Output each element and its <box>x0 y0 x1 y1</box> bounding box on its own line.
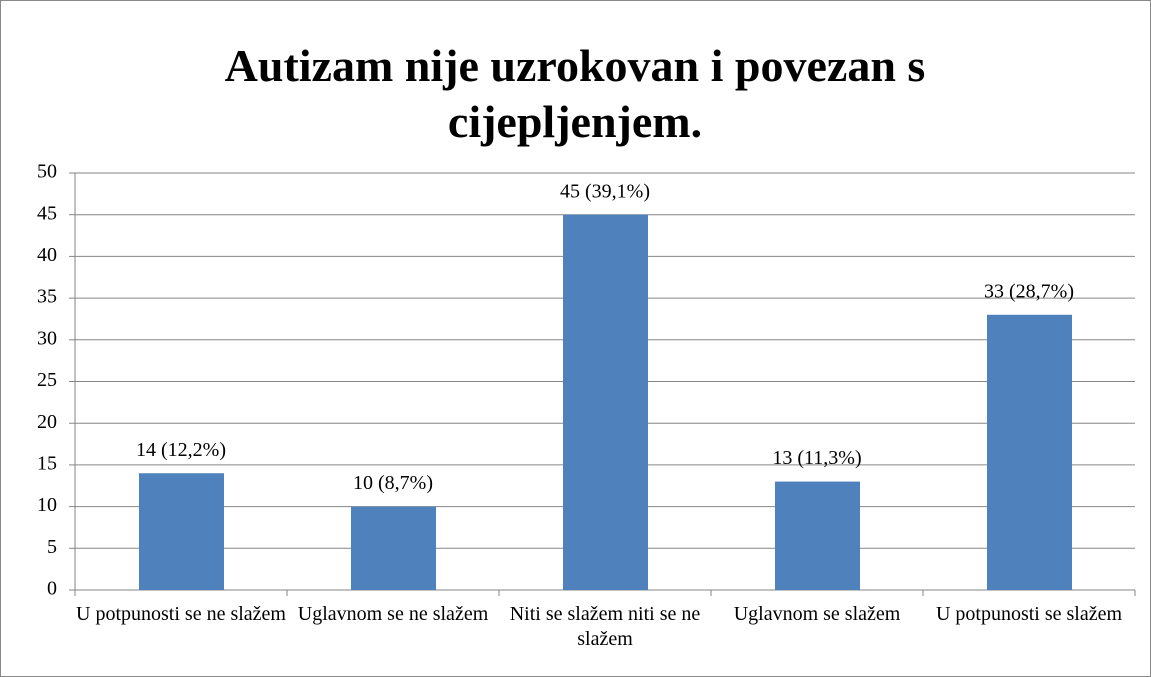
y-tick-label: 5 <box>47 536 57 558</box>
chart-title: Autizam nije uzrokovan i povezan s cijep… <box>224 40 926 147</box>
x-tick-label: Uglavnom se slažem <box>733 603 901 625</box>
y-tick-label: 30 <box>37 327 57 349</box>
data-label: 14 (12,2%) <box>136 439 226 461</box>
y-tick-label: 45 <box>37 202 57 224</box>
x-tick-label: Uglavnom se ne slažem <box>297 603 489 625</box>
bar <box>775 481 860 590</box>
y-tick-label: 20 <box>37 411 57 433</box>
y-tick-label: 35 <box>37 286 57 308</box>
data-label: 10 (8,7%) <box>353 472 433 494</box>
data-label: 33 (28,7%) <box>984 280 1074 302</box>
x-tick-label: U potpunosti se slažem <box>935 603 1123 625</box>
x-tick-label: U potpunosti se ne slažem <box>76 603 286 625</box>
data-label: 13 (11,3%) <box>772 447 861 469</box>
x-tick-label: Niti se slažem niti se ne slažem <box>509 603 701 650</box>
data-label: 45 (39,1%) <box>560 180 650 202</box>
y-tick-label: 50 <box>37 161 57 183</box>
bar <box>139 473 224 590</box>
y-tick-label: 15 <box>37 452 57 474</box>
bar <box>351 506 436 590</box>
bar <box>563 214 648 590</box>
y-tick-label: 40 <box>37 244 57 266</box>
y-tick-label: 25 <box>37 369 57 391</box>
y-tick-label: 0 <box>47 578 57 600</box>
bar <box>987 314 1072 590</box>
y-tick-label: 10 <box>37 494 57 516</box>
